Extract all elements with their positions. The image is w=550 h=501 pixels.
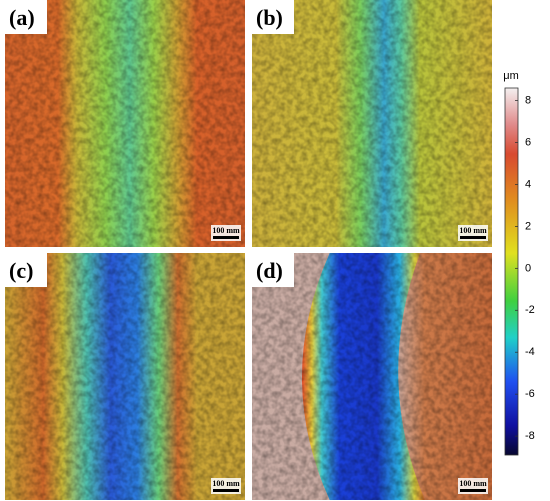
panel-image [5,0,245,247]
texture [252,0,492,247]
tick-label: 0 [525,262,531,274]
tick-label: 6 [525,136,531,148]
scale-bar-label: 100 mm [459,226,487,235]
panel: (a) 100 mm [5,0,245,247]
scale-bar [213,236,239,239]
scale-bar [213,489,239,492]
tick-label: -2 [525,304,535,316]
panel-label: (b) [256,5,283,30]
tick-label: -8 [525,430,535,442]
label-box [5,0,47,34]
scale-bar [460,236,486,239]
panels: (a) 100 mm (b) 100 mm (c) 100 mm (d) 100 mm [5,0,492,500]
panel: (d) 100 mm [252,253,492,500]
tick-label: 2 [525,220,531,232]
tick-label: -6 [525,388,535,400]
panel: (c) 100 mm [5,253,245,500]
colorbar-unit: μm [503,70,519,82]
scale-bar-label: 100 mm [459,479,487,488]
label-box [252,253,294,287]
panel-label: (d) [256,258,283,283]
texture [5,253,245,500]
tick-label: -4 [525,346,535,358]
panel: (b) 100 mm [252,0,492,247]
scale-bar-label: 100 mm [212,226,240,235]
texture [252,253,492,500]
panel-label: (c) [9,258,33,283]
colorbar [504,87,519,456]
scale-bar [460,489,486,492]
panel-image [5,253,245,500]
tick-label: 8 [525,94,531,106]
tick-label: 4 [525,178,531,190]
label-box [5,253,47,287]
panel-label: (a) [9,5,35,30]
scale-bar-label: 100 mm [212,479,240,488]
texture [5,0,245,247]
panel-image [252,253,492,500]
panel-image [252,0,492,247]
label-box [252,0,294,34]
